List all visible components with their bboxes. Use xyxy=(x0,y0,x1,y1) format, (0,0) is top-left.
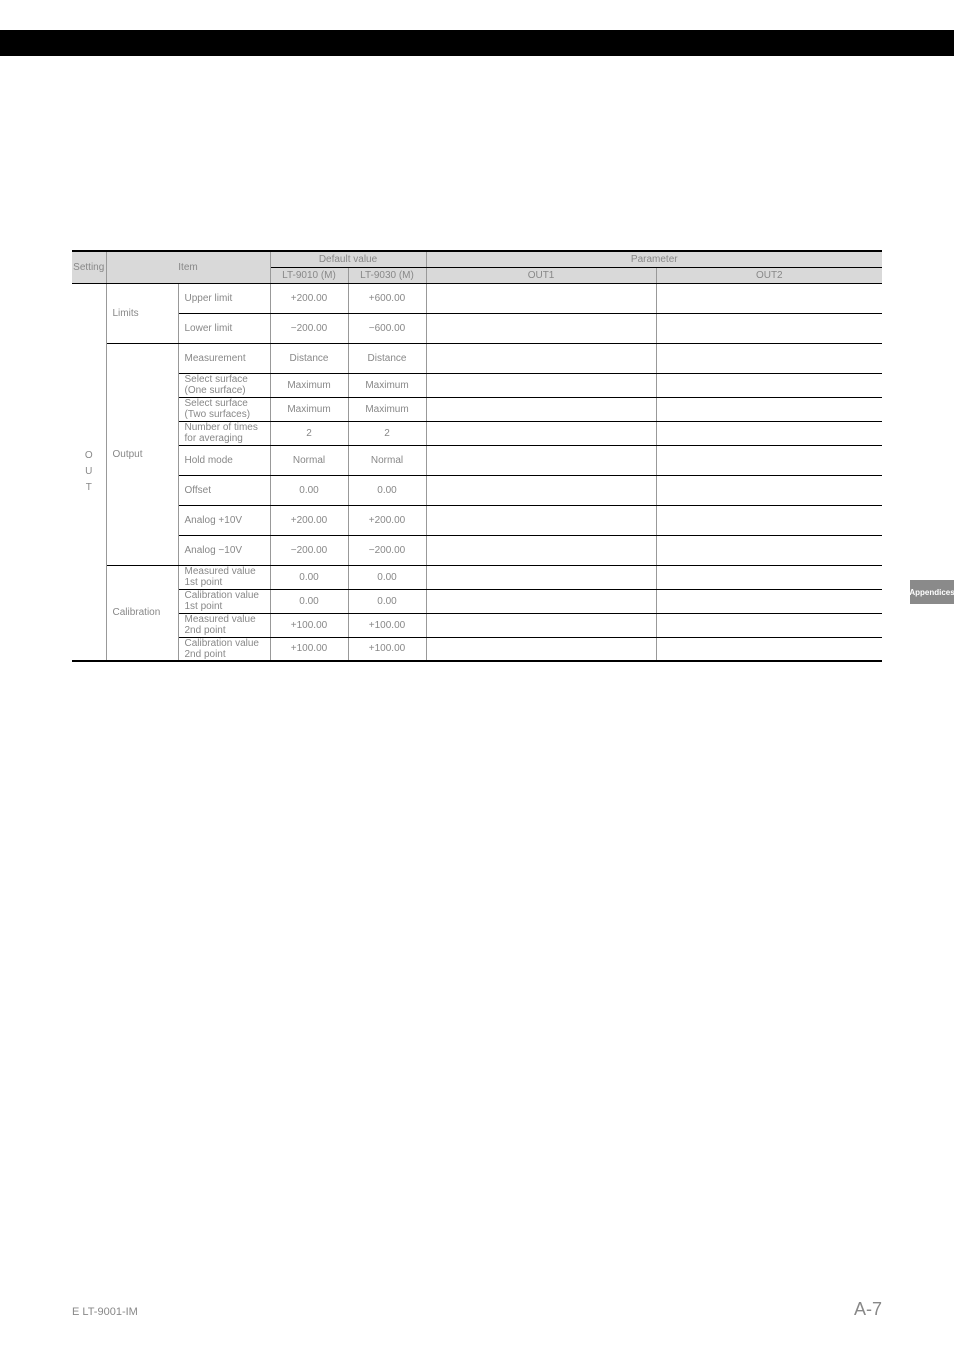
param-out2 xyxy=(656,445,882,475)
default-2: +100.00 xyxy=(348,637,426,661)
item-label: Measured value1st point xyxy=(178,565,270,589)
default-1: Normal xyxy=(270,445,348,475)
default-1: 0.00 xyxy=(270,589,348,613)
item-label: Select surface(Two surfaces) xyxy=(178,397,270,421)
param-out2 xyxy=(656,565,882,589)
param-out2 xyxy=(656,283,882,313)
param-out1 xyxy=(426,505,656,535)
page-number: A-7 xyxy=(854,1299,882,1320)
group-label: Output xyxy=(106,343,178,565)
item-label: Number of timesfor averaging xyxy=(178,421,270,445)
item-label: Upper limit xyxy=(178,283,270,313)
default-2: +100.00 xyxy=(348,613,426,637)
default-1: 0.00 xyxy=(270,565,348,589)
param-out1 xyxy=(426,565,656,589)
top-black-bar xyxy=(0,30,954,56)
hdr-item: Item xyxy=(106,251,270,283)
param-out1 xyxy=(426,613,656,637)
default-2: 2 xyxy=(348,421,426,445)
default-1: +100.00 xyxy=(270,613,348,637)
param-out2 xyxy=(656,475,882,505)
default-2: 0.00 xyxy=(348,589,426,613)
default-2: Maximum xyxy=(348,397,426,421)
item-label: Analog −10V xyxy=(178,535,270,565)
footer-doc-id: E LT-9001-IM xyxy=(72,1306,138,1318)
param-out1 xyxy=(426,589,656,613)
default-2: 0.00 xyxy=(348,565,426,589)
param-out1 xyxy=(426,283,656,313)
param-out2 xyxy=(656,373,882,397)
default-1: −200.00 xyxy=(270,313,348,343)
item-label: Offset xyxy=(178,475,270,505)
default-2: Normal xyxy=(348,445,426,475)
param-out2 xyxy=(656,421,882,445)
hdr-def2: LT-9030 (M) xyxy=(348,267,426,283)
item-label: Lower limit xyxy=(178,313,270,343)
default-2: −600.00 xyxy=(348,313,426,343)
param-out2 xyxy=(656,613,882,637)
default-2: +200.00 xyxy=(348,505,426,535)
param-out2 xyxy=(656,343,882,373)
default-1: +100.00 xyxy=(270,637,348,661)
group-label: Limits xyxy=(106,283,178,343)
default-1: +200.00 xyxy=(270,505,348,535)
hdr-p2: OUT2 xyxy=(656,267,882,283)
param-out1 xyxy=(426,535,656,565)
default-2: +600.00 xyxy=(348,283,426,313)
default-1: Distance xyxy=(270,343,348,373)
hdr-p1: OUT1 xyxy=(426,267,656,283)
default-2: Distance xyxy=(348,343,426,373)
item-label: Hold mode xyxy=(178,445,270,475)
settings-table: Setting Item Default value Parameter LT-… xyxy=(72,250,882,662)
param-out1 xyxy=(426,637,656,661)
param-out1 xyxy=(426,397,656,421)
item-label: Analog +10V xyxy=(178,505,270,535)
hdr-setting: Setting xyxy=(72,251,106,283)
item-label: Calibration value1st point xyxy=(178,589,270,613)
group-label: Calibration xyxy=(106,565,178,661)
param-out1 xyxy=(426,475,656,505)
hdr-parameter: Parameter xyxy=(426,251,882,267)
item-label: Calibration value2nd point xyxy=(178,637,270,661)
default-2: 0.00 xyxy=(348,475,426,505)
param-out2 xyxy=(656,397,882,421)
item-label: Measured value2nd point xyxy=(178,613,270,637)
param-out1 xyxy=(426,445,656,475)
item-label: Select surface(One surface) xyxy=(178,373,270,397)
hdr-default: Default value xyxy=(270,251,426,267)
param-out1 xyxy=(426,313,656,343)
param-out2 xyxy=(656,505,882,535)
param-out2 xyxy=(656,637,882,661)
default-1: Maximum xyxy=(270,373,348,397)
param-out1 xyxy=(426,421,656,445)
setting-group: OUT xyxy=(72,283,106,661)
param-out1 xyxy=(426,343,656,373)
default-2: Maximum xyxy=(348,373,426,397)
default-1: 2 xyxy=(270,421,348,445)
param-out2 xyxy=(656,589,882,613)
param-out2 xyxy=(656,313,882,343)
default-1: Maximum xyxy=(270,397,348,421)
default-1: +200.00 xyxy=(270,283,348,313)
default-1: −200.00 xyxy=(270,535,348,565)
default-1: 0.00 xyxy=(270,475,348,505)
side-tab-appendices: Appendices xyxy=(910,580,954,604)
param-out2 xyxy=(656,535,882,565)
footer: E LT-9001-IM A-7 xyxy=(72,1299,882,1320)
default-2: −200.00 xyxy=(348,535,426,565)
param-out1 xyxy=(426,373,656,397)
hdr-def1: LT-9010 (M) xyxy=(270,267,348,283)
item-label: Measurement xyxy=(178,343,270,373)
